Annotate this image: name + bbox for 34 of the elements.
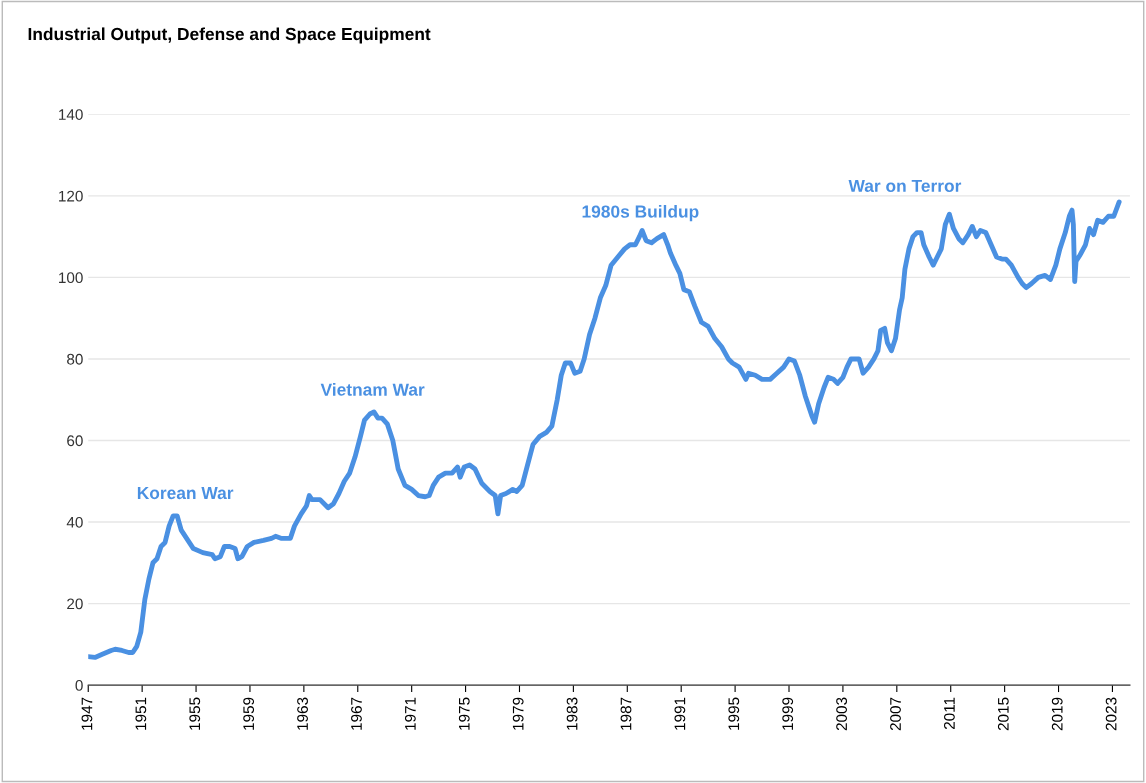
annotation: Vietnam War bbox=[320, 383, 425, 396]
x-tick-label: 1995 bbox=[728, 697, 740, 730]
y-tick-label: 80 bbox=[67, 353, 83, 365]
x-tick-label: 2015 bbox=[997, 697, 1009, 731]
line-series bbox=[88, 199, 1122, 660]
x-tick-label: 1991 bbox=[674, 697, 686, 730]
annotation: War on Terror bbox=[848, 179, 962, 193]
annotation: Korean War bbox=[137, 487, 234, 500]
x-tick-label: 1979 bbox=[512, 697, 524, 730]
x-tick-label: 2023 bbox=[1105, 697, 1117, 731]
x-tick-label: 1983 bbox=[566, 697, 578, 730]
x-tick-label: 1959 bbox=[243, 697, 255, 730]
x-tick-label: 2007 bbox=[890, 697, 901, 731]
y-tick-label: 40 bbox=[66, 516, 83, 528]
x-tick-label: 2011 bbox=[944, 697, 955, 730]
x-tick-label: 1975 bbox=[458, 697, 470, 730]
y-tick-label: 0 bbox=[75, 679, 83, 691]
x-tick-label: 1987 bbox=[620, 697, 632, 730]
x-tick-label: 1951 bbox=[135, 697, 147, 730]
x-tick-label: 1955 bbox=[189, 697, 201, 730]
x-tick-label: 1999 bbox=[782, 697, 794, 730]
annotation: 1980s Buildup bbox=[582, 204, 699, 222]
y-tick-label: 120 bbox=[59, 190, 83, 202]
x-tick-label: 1971 bbox=[404, 697, 416, 730]
y-tick-label: 100 bbox=[59, 272, 83, 284]
chart-title: Industrial Output, Defense and Space Equipment bbox=[28, 27, 431, 44]
y-tick-label: 140 bbox=[59, 109, 83, 120]
y-tick-label: 60 bbox=[67, 435, 83, 447]
x-tick-label: 2003 bbox=[836, 697, 848, 731]
y-tick-label: 20 bbox=[67, 598, 83, 610]
x-tick-label: 2019 bbox=[1051, 697, 1063, 731]
x-tick-label: 1963 bbox=[297, 697, 308, 730]
x-tick-label: 1947 bbox=[81, 697, 93, 730]
x-tick-label: 1967 bbox=[351, 697, 362, 730]
